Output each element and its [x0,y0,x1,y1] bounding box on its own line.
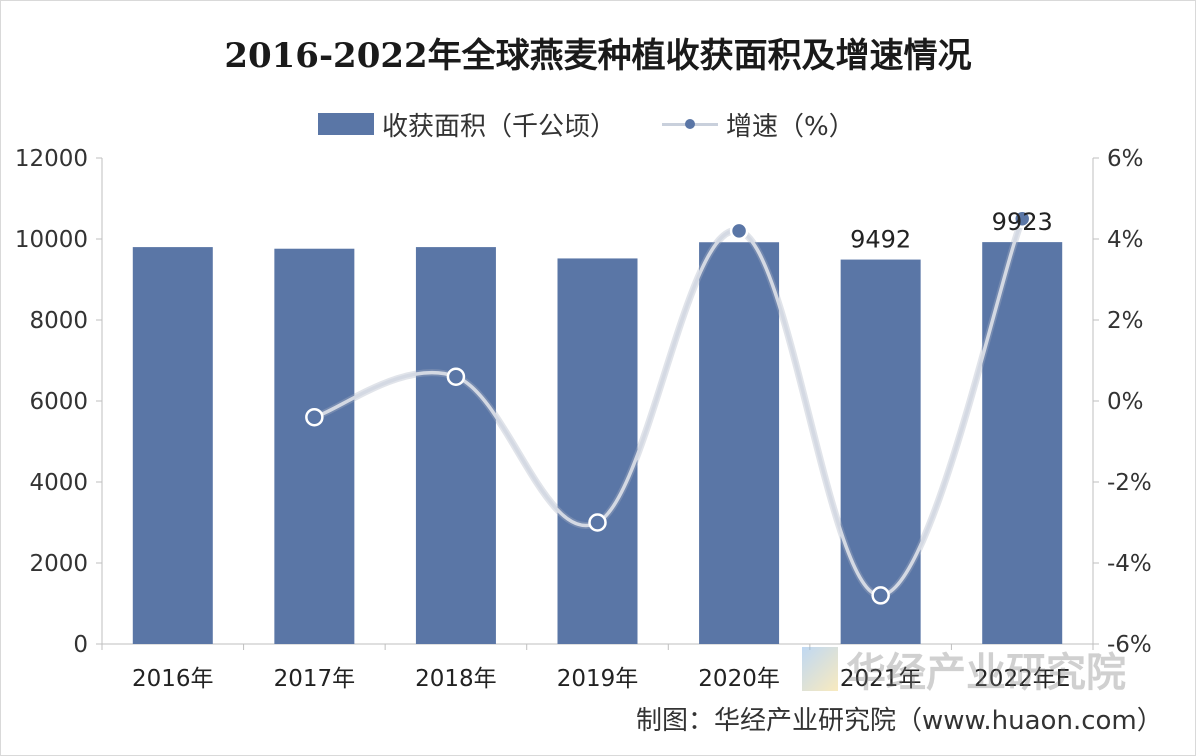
growth-point [871,586,890,605]
y-right-tick-label: -2% [1107,470,1152,496]
bar [415,247,496,644]
y-left-tick-label: 4000 [29,470,88,496]
watermark-logo-icon [802,647,838,691]
legend-label-growth: 增速（%） [726,111,855,142]
bar-data-label: 9923 [992,208,1053,236]
y-left-tick-label: 12000 [15,146,88,172]
x-tick-label: 2018年 [415,666,497,692]
bar-data-label: 9492 [850,226,911,254]
x-tick-label: 2020年 [698,666,780,692]
x-tick-label: 2022年E [974,666,1070,692]
x-tick-label: 2017年 [274,666,356,692]
bar [840,259,921,644]
growth-point [729,221,749,241]
legend-label-area: 收获面积（千公顷） [382,111,617,142]
growth-point [305,407,324,427]
y-right-tick-label: -6% [1107,632,1152,658]
legend-swatch-line [662,113,719,135]
growth-point [588,513,607,532]
y-left-tick-label: 2000 [29,551,88,577]
y-left-tick-label: 0 [73,632,88,658]
legend-swatch-bar [318,113,374,135]
bar [699,242,780,645]
growth-point [1012,209,1032,228]
y-right-tick-label: -4% [1107,551,1152,577]
bar [132,247,213,644]
x-tick-label: 2021年 [840,666,922,692]
watermark: 华经产业研究院 [802,640,1126,698]
y-right-tick-label: 2% [1107,308,1144,334]
growth-line [313,218,1024,598]
x-tick-label: 2019年 [557,666,639,692]
growth-point [446,367,466,386]
y-left-tick-label: 10000 [15,227,88,253]
y-right-tick-label: 0% [1107,389,1144,415]
x-tick-label: 2016年 [132,666,214,692]
y-left-tick-label: 6000 [29,389,88,415]
chart-title: 2016-2022年全球燕麦种植收获面积及增速情况 [224,36,972,76]
y-right-tick-label: 4% [1107,227,1144,253]
source-note: 制图：华经产业研究院（www.huaon.com） [636,706,1163,736]
y-left-tick-label: 8000 [29,308,88,334]
legend: 收获面积（千公顷） 增速（%） [318,106,855,142]
y-right-tick-label: 6% [1107,146,1144,172]
watermark-text: 华经产业研究院 [846,650,1126,696]
bar [274,248,355,644]
bar [557,258,638,644]
